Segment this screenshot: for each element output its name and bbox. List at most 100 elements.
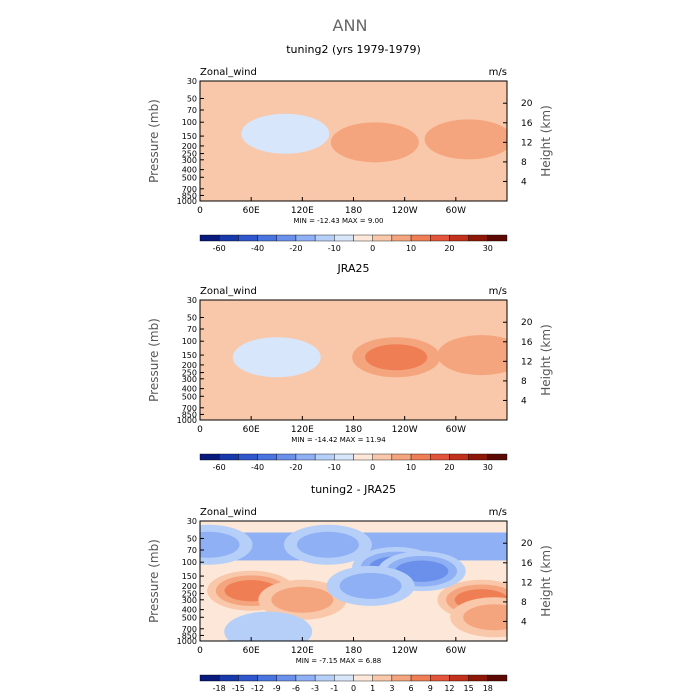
units-label: m/s <box>489 507 507 518</box>
y-right-tick-label: 16 <box>521 119 533 129</box>
x-tick-label: 60E <box>243 425 260 435</box>
y-tick-label: 400 <box>182 166 197 175</box>
y-tick-label: 250 <box>182 590 197 599</box>
variable-label: Zonal_wind <box>200 67 257 78</box>
colorbar-label: 20 <box>444 244 454 253</box>
y-right-tick-label: 12 <box>521 138 532 148</box>
contour-level <box>271 586 334 613</box>
x-tick-label: 120E <box>291 425 314 435</box>
colorbar-label: 3 <box>389 684 394 693</box>
colorbar-swatch <box>468 453 489 461</box>
y-tick-label: 700 <box>182 404 197 413</box>
colorbar-label: -15 <box>232 684 245 693</box>
y-tick-label: 400 <box>182 606 197 615</box>
x-tick-label: 60W <box>446 646 466 656</box>
colorbar-swatch <box>372 234 393 242</box>
colorbar-swatch <box>430 234 450 242</box>
contour-level <box>365 344 428 371</box>
colorbar-swatch <box>449 453 469 461</box>
units-label: m/s <box>489 286 507 297</box>
y-right-tick-label: 8 <box>521 598 527 608</box>
page-title: ANN <box>333 16 368 35</box>
y-tick-label: 500 <box>182 392 197 401</box>
colorbar-label: 0 <box>370 244 375 253</box>
colorbar-swatch <box>334 234 354 242</box>
y-right-tick-label: 12 <box>521 357 532 367</box>
colorbar-swatch <box>334 674 354 682</box>
y-tick-label: 850 <box>182 410 197 419</box>
y-tick-label: 150 <box>182 351 197 360</box>
y-right-axis-title: Height (km) <box>539 545 553 616</box>
colorbar-swatch <box>391 674 412 682</box>
colorbar-swatch <box>353 234 373 242</box>
panels: tuning2 (yrs 1979-1979) Zonal_wind m/s 0 60E… <box>147 43 553 693</box>
y-tick-label: 1000 <box>177 637 197 646</box>
colorbar-label: -1 <box>330 684 338 693</box>
colorbar-label: -6 <box>292 684 300 693</box>
panel-1: tuning2 (yrs 1979-1979) Zonal_wind m/s 0 60E… <box>147 43 553 253</box>
colorbar-label: 18 <box>483 684 493 693</box>
y-axis-title: Pressure (mb) <box>147 318 161 402</box>
colorbar-label: -3 <box>311 684 319 693</box>
colorbar-swatch <box>295 674 316 682</box>
y-tick-label: 200 <box>182 582 197 591</box>
x-tick-label: 0 <box>197 425 203 435</box>
colorbar-label: -20 <box>289 463 302 472</box>
contour-level <box>296 531 359 558</box>
min-max-label: MIN = -12.43 MAX = 9.00 <box>294 217 384 225</box>
contour-field <box>200 300 507 420</box>
x-tick-label: 60E <box>243 206 260 216</box>
y-tick-label: 30 <box>187 77 197 86</box>
y-right-tick-label: 12 <box>521 578 532 588</box>
colorbar-swatch <box>449 234 469 242</box>
panel-title: JRA25 <box>337 262 370 275</box>
contour-level <box>339 572 402 599</box>
y-tick-label: 700 <box>182 185 197 194</box>
colorbar-swatch <box>314 234 335 242</box>
colorbar-label: 12 <box>444 684 454 693</box>
colorbar-swatch <box>276 674 297 682</box>
contour-level <box>241 113 330 154</box>
colorbar-swatch <box>487 234 508 242</box>
y-tick-label: 500 <box>182 613 197 622</box>
x-tick-label: 120W <box>392 206 418 216</box>
colorbar-label: -10 <box>328 244 341 253</box>
colorbar-swatch <box>295 234 316 242</box>
y-tick-label: 50 <box>187 94 197 103</box>
colorbar-label: -18 <box>213 684 226 693</box>
colorbar-swatch <box>487 453 508 461</box>
y-tick-label: 300 <box>182 156 197 165</box>
variable-label: Zonal_wind <box>200 286 257 297</box>
units-label: m/s <box>489 67 507 78</box>
x-tick-label: 0 <box>197 206 203 216</box>
contour-level <box>200 531 240 558</box>
colorbar-label: -60 <box>213 463 226 472</box>
contour-field <box>200 81 507 201</box>
colorbar-swatch <box>276 234 297 242</box>
colorbar-swatch <box>218 234 239 242</box>
y-tick-label: 850 <box>182 191 197 200</box>
colorbar-swatch <box>218 453 239 461</box>
colorbar-swatch <box>391 453 412 461</box>
y-right-tick-label: 8 <box>521 158 527 168</box>
colorbar-swatch <box>295 453 316 461</box>
colorbar-label: -20 <box>289 244 302 253</box>
y-axis-title: Pressure (mb) <box>147 99 161 183</box>
colorbar-label: 1 <box>370 684 375 693</box>
y-tick-label: 70 <box>187 106 197 115</box>
x-tick-label: 120W <box>392 425 418 435</box>
colorbar-label: -9 <box>273 684 281 693</box>
colorbar-label: 10 <box>406 244 416 253</box>
y-right-tick-label: 16 <box>521 338 533 348</box>
x-tick-label: 120E <box>291 206 314 216</box>
x-tick-label: 60E <box>243 646 260 656</box>
y-tick-label: 70 <box>187 325 197 334</box>
y-tick-label: 850 <box>182 631 197 640</box>
colorbar-swatch <box>410 453 431 461</box>
y-right-axis-title: Height (km) <box>539 105 553 176</box>
colorbar-label: 30 <box>483 244 493 253</box>
panel-2: JRA25 Zonal_wind m/s 0 60E 120E 180 120W 60W 30 50… <box>147 262 553 472</box>
colorbar-swatch <box>410 234 431 242</box>
colorbar-swatch <box>257 234 277 242</box>
y-tick-label: 100 <box>182 337 197 346</box>
